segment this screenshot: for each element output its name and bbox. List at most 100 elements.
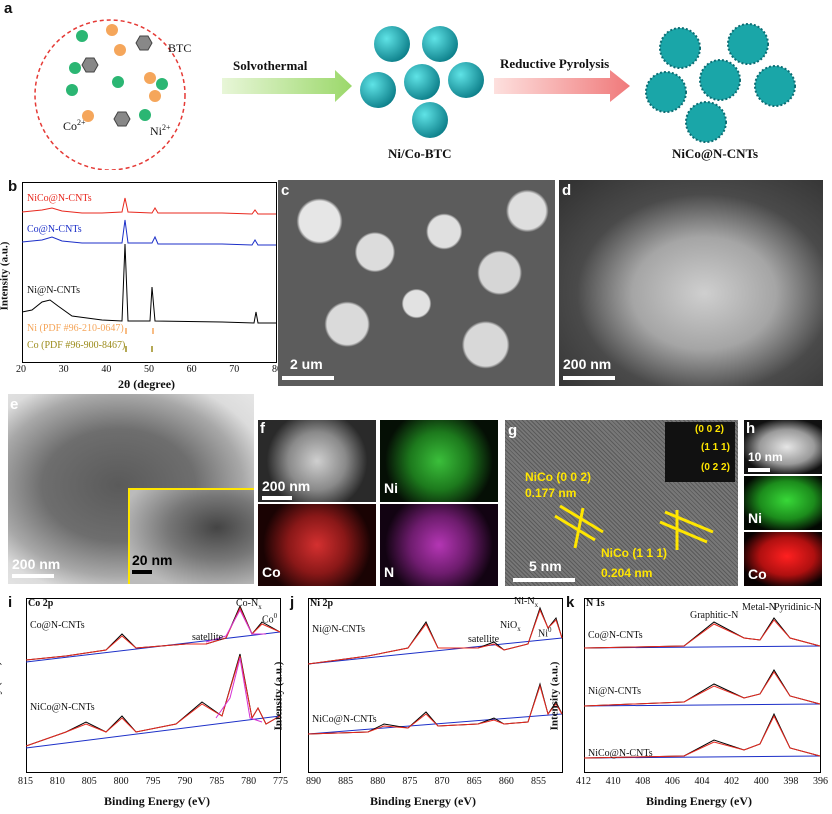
peak-label: NiOx (500, 620, 521, 633)
panel-e-label: e (10, 396, 19, 413)
mof-spheres (360, 26, 484, 138)
scale-text: 200 nm (563, 356, 612, 372)
solvothermal-label: Solvothermal (233, 58, 308, 73)
plane-label: NiCo (0 0 2) (525, 470, 592, 484)
xps-co-plot (26, 598, 281, 773)
xps-xlabel: Binding Energy (eV) (370, 794, 477, 808)
xps-n-plot (584, 598, 821, 773)
btc-label: BTC (168, 41, 192, 55)
panel-k-label: k (566, 594, 575, 611)
map-label: Ni (384, 480, 398, 496)
fft-label: (0 2 2) (701, 462, 730, 473)
plane-label: NiCo (1 1 1) (601, 546, 668, 560)
ni-ion-label: Ni2+ (150, 123, 171, 138)
xps-xticks: 890 885 880 875 870 865 860 855 (306, 776, 546, 787)
peak-label: Pyridinic-N (774, 602, 822, 613)
scale-bar (282, 376, 334, 380)
product2-label: NiCo@N-CNTs (672, 146, 759, 161)
cnt-spheres (645, 23, 796, 143)
series-label: NiCo@N-CNTs (30, 702, 95, 713)
xps-title: Co 2p (28, 598, 54, 609)
panel-g-hrtem: g (0 0 2) (1 1 1) (0 2 2) NiCo (0 0 2) 0… (505, 420, 738, 586)
panel-h-label: h (746, 420, 756, 437)
tem-inset: 20 nm (128, 488, 254, 584)
panel-j-label: j (290, 594, 295, 611)
fft-label: (0 0 2) (695, 424, 724, 435)
panel-d-sem: d 200 nm (559, 180, 823, 386)
scale-bar (12, 574, 54, 578)
peak-label: Co0 (262, 612, 278, 626)
btc-molecules (81, 35, 153, 127)
d-spacing: 0.204 nm (601, 566, 653, 580)
scale-bar (563, 376, 615, 380)
xps-xticks: 815 810 805 800 795 790 785 780 775 (18, 776, 288, 787)
panel-h-ni-map: Ni (744, 476, 822, 530)
fft-label: (1 1 1) (701, 442, 730, 453)
xps-xlabel: Binding Energy (eV) (646, 794, 753, 808)
panel-a-schematic (34, 19, 796, 170)
peak-label: Metal-N (742, 602, 776, 613)
series-label: Ni@N-CNTs (312, 624, 365, 635)
satellite-label: satellite (468, 634, 500, 645)
xps-ni-plot (308, 598, 563, 773)
product1-label: Ni/Co-BTC (388, 146, 452, 161)
xps-ylabel: Intensity (a.u.) (272, 661, 285, 731)
panel-f-label: f (260, 420, 265, 437)
xps-xlabel: Binding Energy (eV) (104, 794, 211, 808)
d-spacing: 0.177 nm (525, 486, 577, 500)
scale-text: 10 nm (748, 450, 783, 464)
peak-label: Ni-Nx (514, 596, 539, 609)
map-label: Ni (748, 510, 762, 526)
map-label: N (384, 564, 395, 580)
xps-ylabel: Intensity (a.u.) (0, 661, 3, 731)
xps-title: Ni 2p (310, 598, 334, 609)
xrd-ref-co: Co (PDF #96-900-8467) (27, 340, 126, 351)
xrd-xlabel: 2θ (degree) (118, 377, 176, 391)
panel-c-label: c (281, 182, 290, 199)
scale-text: 5 nm (529, 558, 562, 574)
panel-d-label: d (562, 182, 572, 199)
fft-inset: (0 0 2) (1 1 1) (0 2 2) (665, 422, 735, 482)
xrd-label-co: Co@N-CNTs (27, 224, 82, 235)
xrd-ref-ni: Ni (PDF #96-210-0647) (27, 323, 124, 334)
xrd-xticks: 20 30 40 50 60 70 80 (16, 364, 282, 375)
scale-bar (513, 578, 575, 582)
ion-dots (66, 24, 168, 122)
scale-bar (748, 468, 770, 472)
xps-xticks: 412 410 408 406 404 402 400 398 396 (576, 776, 828, 787)
panel-f-n-map: N (380, 504, 498, 586)
map-label: Co (748, 566, 767, 582)
xrd-label-ni: Ni@N-CNTs (27, 285, 80, 296)
panel-e-tem: e 20 nm 200 nm (8, 394, 254, 584)
panel-c-sem: c 2 um (278, 180, 555, 386)
xps-ylabel: Intensity (a.u.) (548, 661, 561, 731)
lattice-markers (554, 504, 714, 550)
panel-f-co-map: Co (258, 504, 376, 586)
scale-bar (262, 496, 292, 500)
xps-title: N 1s (586, 598, 605, 609)
xrd-label-nico: NiCo@N-CNTs (27, 193, 92, 204)
panel-f-ni-map: Ni (380, 420, 498, 502)
peak-label: Ni0 (538, 626, 552, 640)
panel-a-label: a (4, 0, 13, 17)
scale-text: 2 um (290, 356, 323, 372)
series-label: Co@N-CNTs (588, 630, 643, 641)
panel-b-label: b (8, 178, 18, 195)
panel-g-label: g (508, 422, 518, 439)
panel-h-haadf: h 10 nm (744, 420, 822, 474)
pyrolysis-label: Reductive Pyrolysis (500, 56, 610, 71)
scale-text: 200 nm (262, 478, 311, 494)
inset-scale-bar (132, 570, 152, 574)
panel-h-co-map: Co (744, 532, 822, 586)
xrd-ylabel: Intensity (a.u.) (0, 241, 11, 311)
inset-scale-text: 20 nm (132, 552, 173, 568)
xrd-plot (22, 182, 277, 363)
panel-f-haadf: f 200 nm (258, 420, 376, 502)
satellite-label: satellite (192, 632, 224, 643)
series-label: Co@N-CNTs (30, 620, 85, 631)
series-label: NiCo@N-CNTs (312, 714, 377, 725)
series-label: Ni@N-CNTs (588, 686, 641, 697)
peak-label: Co-Nx (236, 598, 262, 611)
co-ion-label: Co2+ (63, 118, 86, 133)
series-label: NiCo@N-CNTs (588, 748, 653, 759)
